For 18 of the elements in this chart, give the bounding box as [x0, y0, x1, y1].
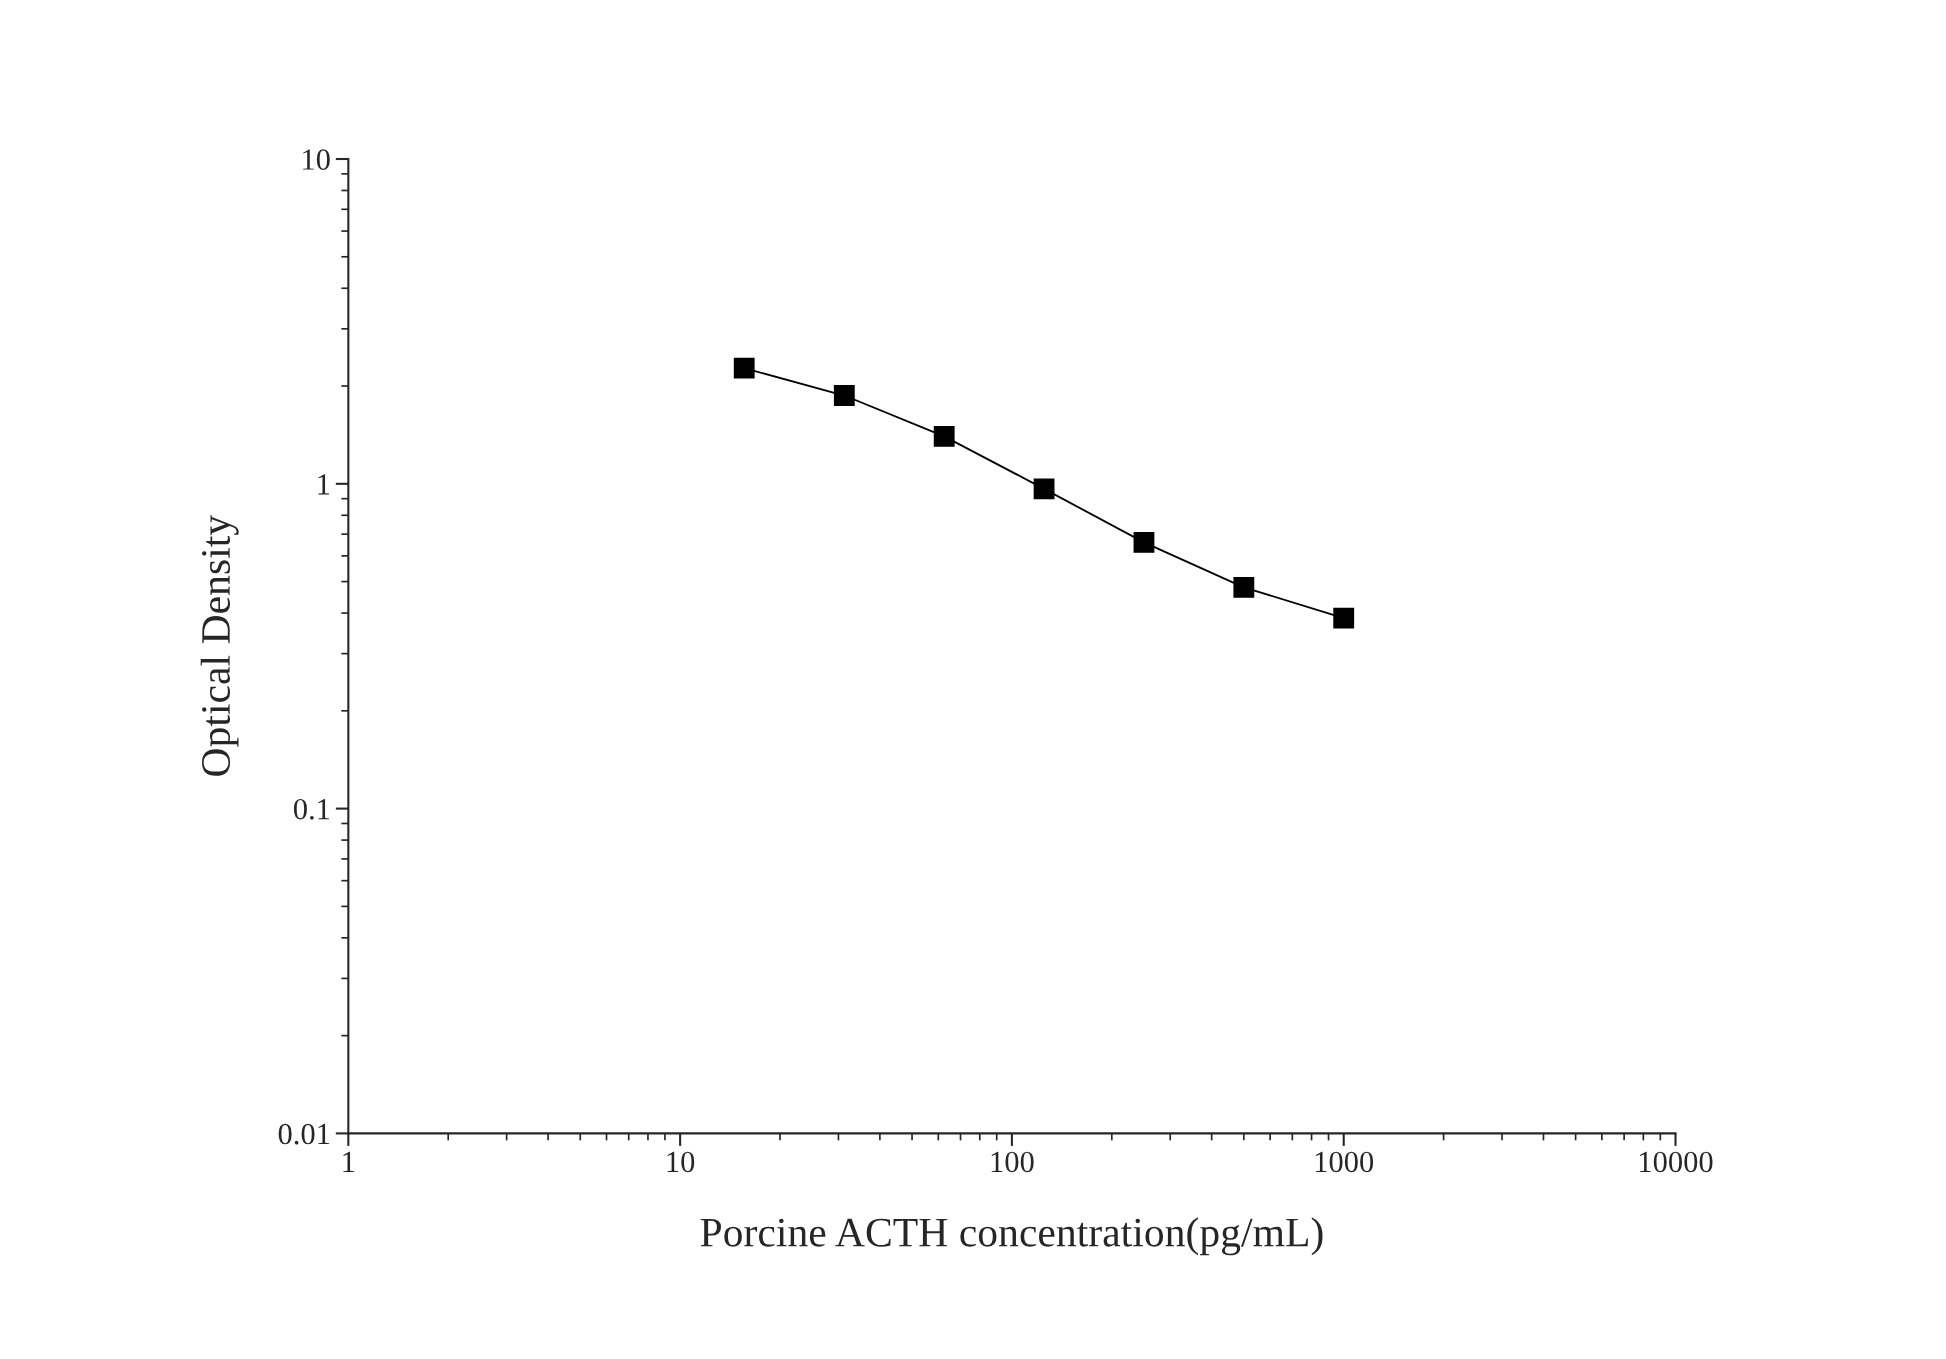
y-tick-label: 10 [303, 149, 330, 170]
y-tick-label: 0.01 [278, 1123, 330, 1145]
point [1133, 531, 1155, 553]
point [1033, 478, 1055, 500]
x-tick-label: 1 [343, 1151, 355, 1172]
point [833, 385, 855, 406]
x-tick-label: 10000 [1640, 1151, 1713, 1173]
x-tick-label: 10 [667, 1151, 695, 1173]
y-tick-label: 0.1 [293, 798, 330, 820]
y-axis-title: Optical Density [200, 515, 239, 776]
x-tick-label: 1000 [1315, 1151, 1374, 1173]
point [733, 357, 755, 379]
point [933, 425, 955, 447]
y-tick-label: 1 [318, 474, 330, 495]
point [1233, 576, 1255, 598]
point [1333, 607, 1355, 629]
x-tick-label: 100 [991, 1151, 1034, 1173]
x-axis-title: Porcine ACTH concentration(pg/mL) [700, 1217, 1323, 1256]
